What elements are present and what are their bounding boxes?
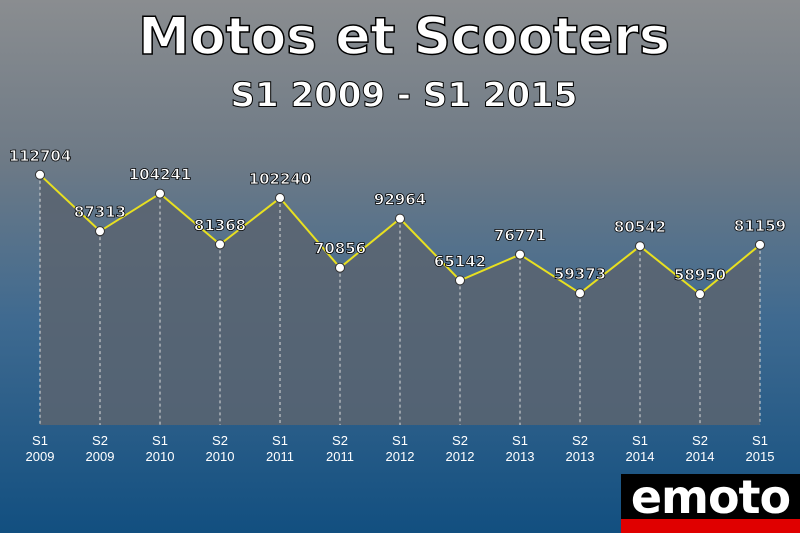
value-label: 87313 <box>74 203 126 221</box>
value-label: 104241 <box>129 166 192 184</box>
point <box>515 249 525 260</box>
x-tick-label: S1 2009 <box>25 433 55 464</box>
logo: emoto <box>621 474 800 533</box>
value-label: 81368 <box>194 216 246 234</box>
x-tick-label: S1 2014 <box>625 433 655 464</box>
point <box>755 239 765 250</box>
x-tick-label: S1 2012 <box>385 433 415 464</box>
x-tick-label: S2 2011 <box>326 433 354 464</box>
point <box>215 239 225 250</box>
x-tick-label: S1 2011 <box>266 433 294 464</box>
value-label: 59373 <box>554 265 606 283</box>
point <box>335 262 345 273</box>
value-label: 112704 <box>9 147 72 165</box>
value-label: 76771 <box>494 227 546 245</box>
point <box>575 288 585 299</box>
point <box>275 193 285 204</box>
value-label: 80542 <box>614 218 666 236</box>
x-tick-label: S2 2010 <box>205 433 235 464</box>
point <box>155 188 165 199</box>
x-tick-label: S1 2015 <box>745 433 775 464</box>
x-tick-label: S2 2012 <box>445 433 475 464</box>
x-tick-label: S2 2014 <box>685 433 715 464</box>
value-label: 81159 <box>734 217 786 235</box>
value-label: 58950 <box>674 266 726 284</box>
x-tick-label: S2 2009 <box>85 433 115 464</box>
value-label: 65142 <box>434 252 486 270</box>
chart-subtitle: S1 2009 - S1 2015 <box>230 76 577 116</box>
chart-title: Motos et Scooters <box>138 7 670 67</box>
x-tick-label: S2 2013 <box>565 433 595 464</box>
point <box>695 289 705 300</box>
x-tick-label: S1 2010 <box>145 433 175 464</box>
x-tick-label: S1 2013 <box>505 433 535 464</box>
point <box>455 275 465 286</box>
point <box>395 213 405 224</box>
value-label: 102240 <box>249 170 312 188</box>
point <box>635 241 645 252</box>
value-label: 70856 <box>314 240 366 258</box>
value-label: 92964 <box>374 191 426 209</box>
point <box>95 226 105 237</box>
area <box>40 174 760 425</box>
point <box>35 169 45 180</box>
